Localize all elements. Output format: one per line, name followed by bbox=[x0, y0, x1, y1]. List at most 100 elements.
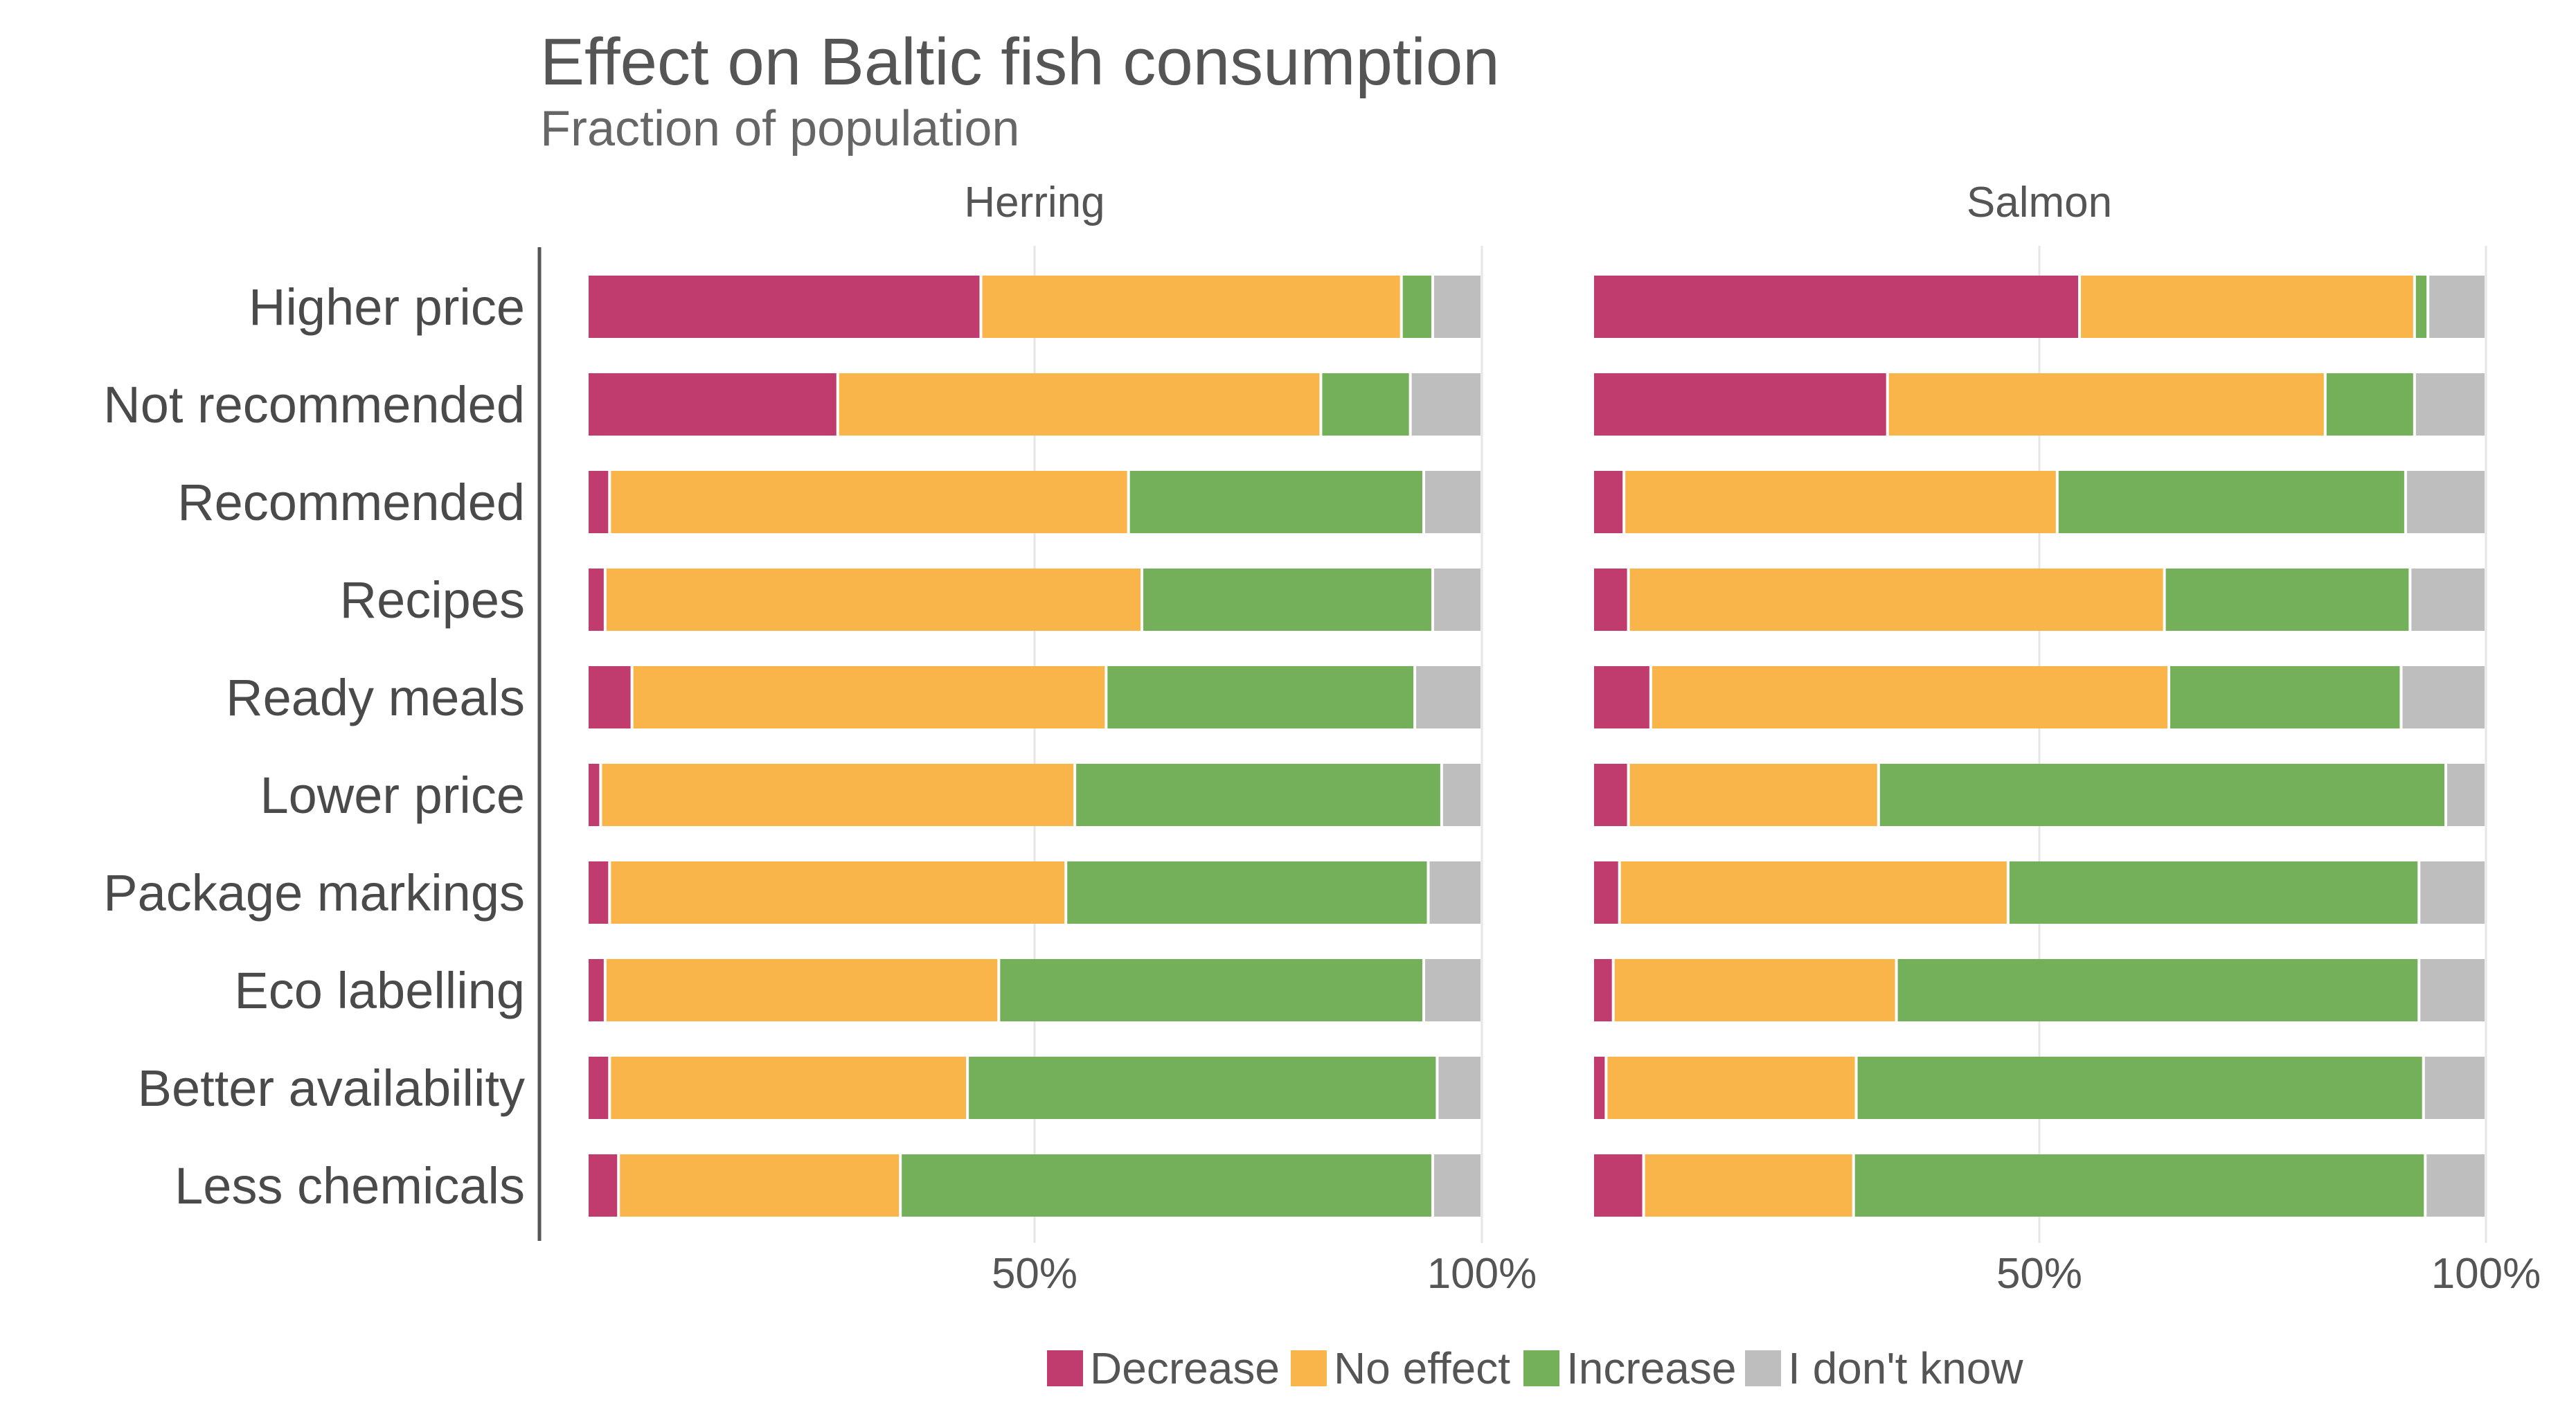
bar-segment bbox=[1879, 764, 2444, 826]
category-label: Eco labelling bbox=[234, 962, 525, 1019]
panel-salmon: Salmon 50% 100% bbox=[1594, 179, 2541, 1298]
bar-segment bbox=[2420, 959, 2485, 1021]
category-label: Ready meals bbox=[226, 669, 525, 726]
bar-segment bbox=[2326, 373, 2413, 436]
category-label: Higher price bbox=[249, 278, 525, 336]
bar-segment bbox=[1594, 1154, 1643, 1217]
bar-segment bbox=[1000, 959, 1423, 1021]
category-label: Recipes bbox=[340, 571, 525, 629]
bar-segment bbox=[2429, 276, 2485, 338]
bar-segment bbox=[589, 959, 604, 1021]
legend-label: No effect bbox=[1334, 1343, 1510, 1393]
legend-swatch bbox=[1523, 1350, 1559, 1386]
panel-label: Salmon bbox=[1967, 179, 2112, 226]
bar-segment bbox=[611, 861, 1065, 924]
bar-segment bbox=[1629, 764, 1877, 826]
bar-segment bbox=[589, 1154, 618, 1217]
bar-segment bbox=[1629, 569, 2163, 631]
bar-segment bbox=[1614, 959, 1895, 1021]
bar-segment bbox=[2420, 861, 2485, 924]
bar-segment bbox=[606, 569, 1141, 631]
bar-segment bbox=[1411, 373, 1481, 436]
bar-segment bbox=[1594, 959, 1612, 1021]
bar-segment bbox=[1107, 666, 1414, 728]
legend-label: I don't know bbox=[1788, 1343, 2023, 1393]
category-label: Not recommended bbox=[103, 376, 525, 433]
bar-segment bbox=[2170, 666, 2400, 728]
category-label: Better availability bbox=[138, 1059, 525, 1117]
bar-segment bbox=[1433, 569, 1481, 631]
chart-subtitle: Fraction of population bbox=[540, 101, 1019, 156]
bar-segment bbox=[1888, 373, 2324, 436]
bar-segment bbox=[1322, 373, 1409, 436]
bar-segment bbox=[1433, 276, 1481, 338]
bar-segment bbox=[1652, 666, 2168, 728]
category-label: Recommended bbox=[177, 474, 525, 531]
bar-segment bbox=[2415, 276, 2427, 338]
bar-segment bbox=[2424, 1057, 2485, 1119]
bar-segment bbox=[1129, 471, 1423, 533]
bar-segment bbox=[1620, 861, 2007, 924]
bar-segment bbox=[1594, 569, 1627, 631]
bar-segment bbox=[1645, 1154, 1852, 1217]
bar-segment bbox=[606, 959, 998, 1021]
legend-swatch bbox=[1745, 1350, 1781, 1386]
legend-label: Decrease bbox=[1090, 1343, 1280, 1393]
bar-segment bbox=[1625, 471, 2056, 533]
bar-segment bbox=[982, 276, 1400, 338]
bar-segment bbox=[2009, 861, 2418, 924]
legend-label: Increase bbox=[1566, 1343, 1736, 1393]
bar-segment bbox=[2411, 569, 2485, 631]
bar-segment bbox=[1857, 1057, 2422, 1119]
bar-segment bbox=[902, 1154, 1431, 1217]
bar-segment bbox=[1594, 1057, 1605, 1119]
bar-segment bbox=[1425, 471, 1481, 533]
bar-segment bbox=[1402, 276, 1431, 338]
legend-swatch bbox=[1047, 1350, 1083, 1386]
bar-segment bbox=[1594, 471, 1623, 533]
bar-segment bbox=[2165, 569, 2409, 631]
legend-swatch bbox=[1291, 1350, 1327, 1386]
bar-segment bbox=[839, 373, 1320, 436]
bar-segment bbox=[589, 764, 600, 826]
bar-segment bbox=[2406, 471, 2485, 533]
bar-segment bbox=[2081, 276, 2413, 338]
bar-segment bbox=[2415, 373, 2485, 436]
bar-segment bbox=[1897, 959, 2418, 1021]
bar-segment bbox=[589, 666, 631, 728]
bar-segment bbox=[1594, 861, 1618, 924]
legend: Decrease No effect Increase I don't know bbox=[1047, 1343, 2023, 1393]
bar-segment bbox=[2447, 764, 2485, 826]
bar-segment bbox=[1607, 1057, 1855, 1119]
bar-segment bbox=[1438, 1057, 1481, 1119]
tick-label: 100% bbox=[1427, 1250, 1537, 1298]
bar-segment bbox=[1442, 764, 1481, 826]
bar-segment bbox=[2426, 1154, 2485, 1217]
category-label: Lower price bbox=[260, 767, 525, 824]
bar-segment bbox=[2058, 471, 2404, 533]
tick-label: 50% bbox=[992, 1250, 1077, 1298]
panel-label: Herring bbox=[964, 179, 1104, 226]
bar-segment bbox=[1425, 959, 1481, 1021]
bar-segment bbox=[1433, 1154, 1481, 1217]
bar-segment bbox=[2402, 666, 2485, 728]
bar-segment bbox=[602, 764, 1074, 826]
bar-segment bbox=[589, 1057, 609, 1119]
bar-segment bbox=[589, 569, 604, 631]
bar-segment bbox=[620, 1154, 900, 1217]
bar-segment bbox=[969, 1057, 1436, 1119]
bar-segment bbox=[1594, 764, 1627, 826]
bar-segment bbox=[611, 1057, 967, 1119]
bar-segment bbox=[1594, 373, 1886, 436]
bar-segment bbox=[1429, 861, 1481, 924]
bar-segment bbox=[633, 666, 1105, 728]
category-label: Less chemicals bbox=[175, 1157, 525, 1215]
tick-label: 50% bbox=[1996, 1250, 2082, 1298]
bar-segment bbox=[1854, 1154, 2424, 1217]
panels: Herring 50% 100% Salmon 50% 100% bbox=[589, 179, 2541, 1298]
bar-segment bbox=[1594, 666, 1649, 728]
bar-segment bbox=[589, 276, 980, 338]
category-labels: Higher price Not recommended Recommended Re… bbox=[103, 278, 525, 1215]
category-label: Package markings bbox=[103, 864, 525, 922]
